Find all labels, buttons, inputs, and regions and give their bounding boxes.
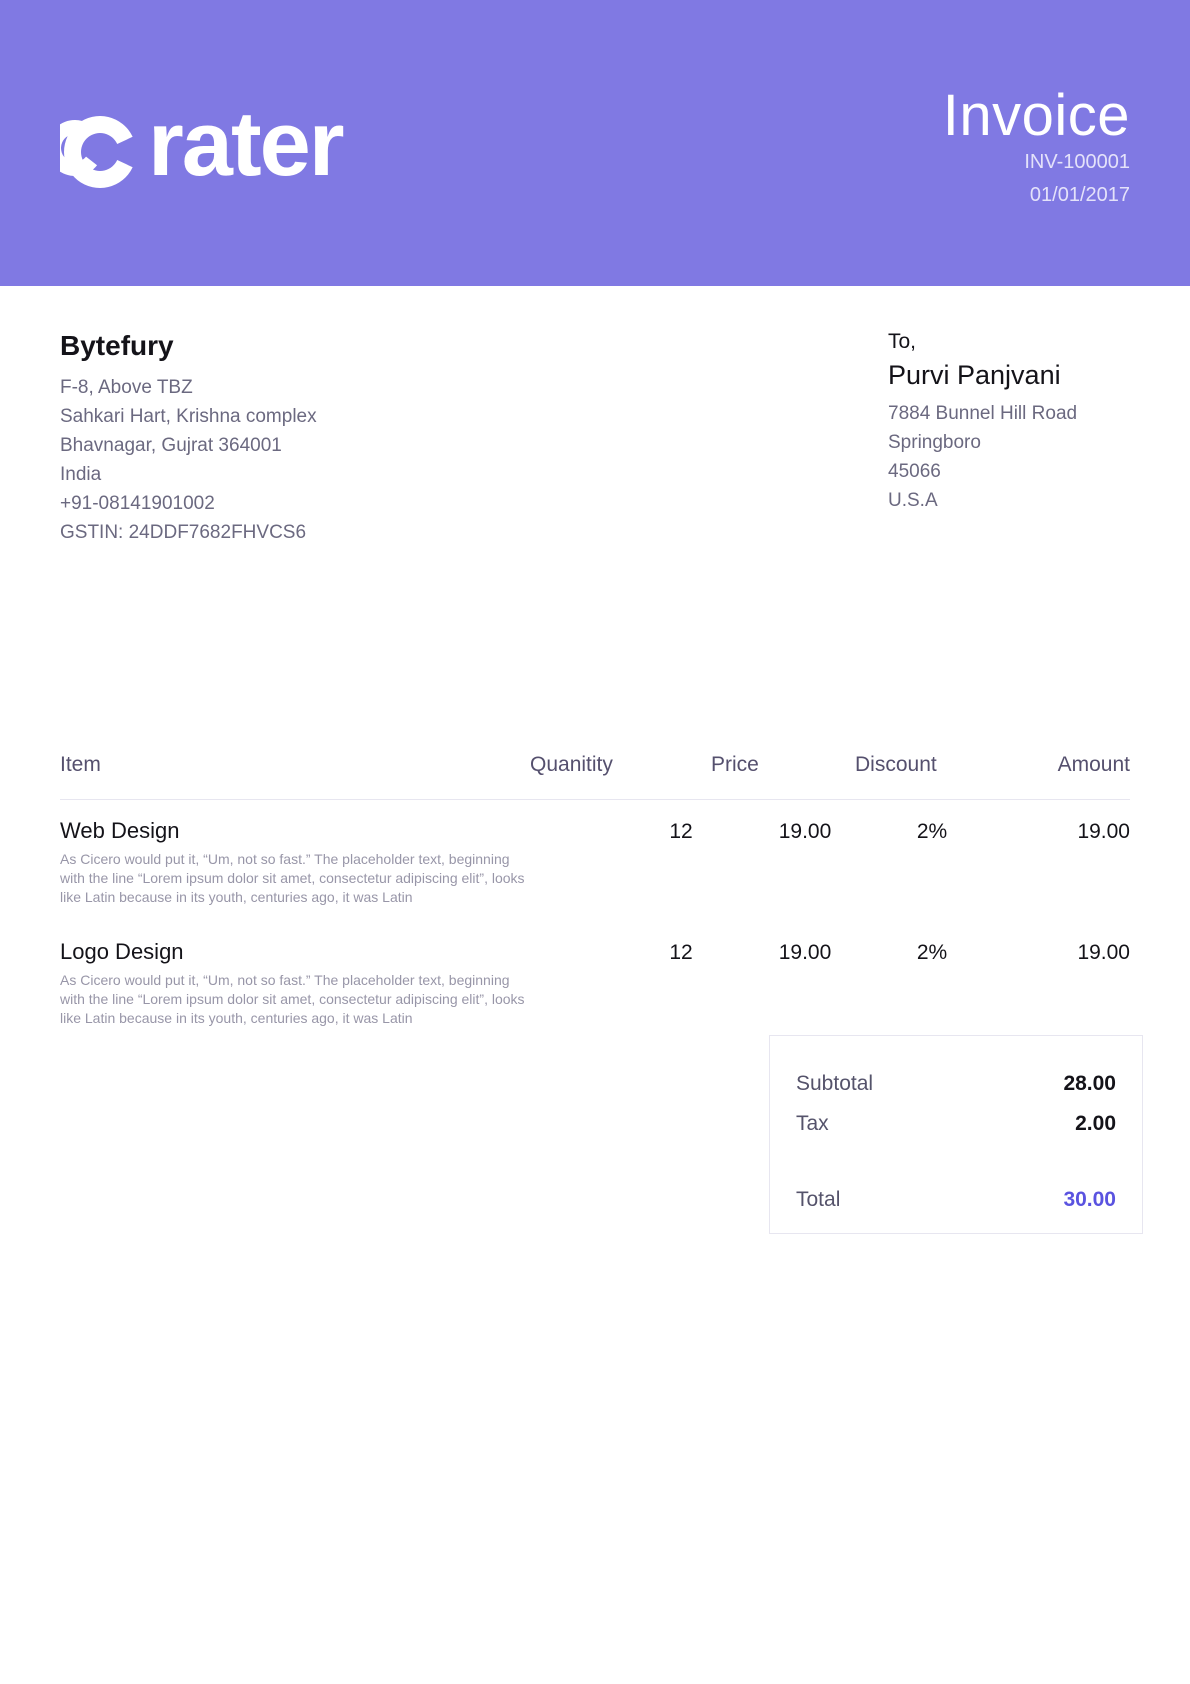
svg-text:rater: rater: [148, 93, 344, 192]
